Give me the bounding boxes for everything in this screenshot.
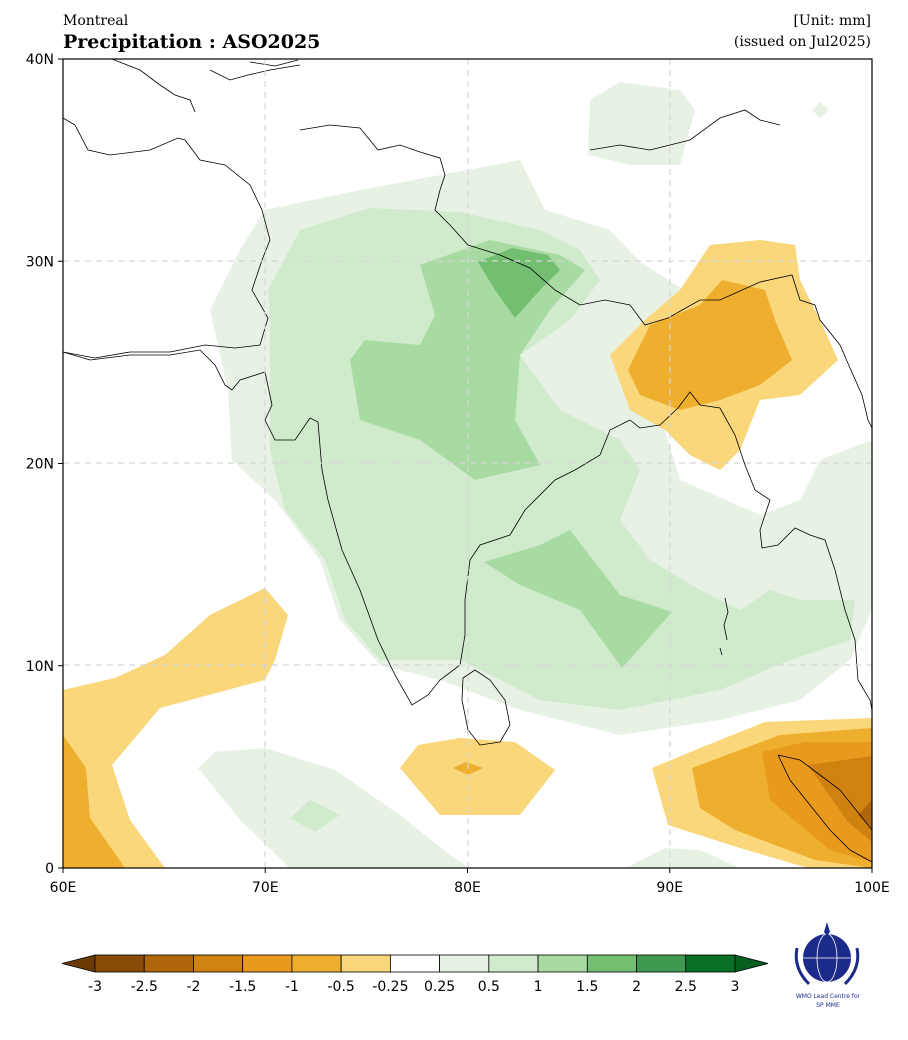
colorbar-label: -0.5 — [327, 979, 354, 995]
colorbar-swatch — [291, 954, 342, 973]
precip-shading — [63, 82, 872, 868]
y-axis: 0 10N 20N 30N 40N — [26, 52, 63, 877]
negative-area-05-srilanka — [400, 738, 555, 815]
colorbar-label: 0.5 — [478, 979, 500, 995]
colorbar-label: -3 — [88, 979, 102, 995]
colorbar-swatch — [685, 954, 736, 973]
colorbar-swatch — [636, 954, 687, 973]
colorbar-label: 1 — [534, 979, 543, 995]
coastline-sumatra — [777, 754, 872, 863]
wmo-logo-caption: WMO Lead Centre for SP MME — [782, 992, 874, 1010]
issued-label: (issued on Jul2025) — [733, 34, 871, 50]
map-title: Precipitation : ASO2025 — [63, 31, 321, 53]
negative-area-25-se — [858, 800, 872, 828]
positive-area-05 — [268, 208, 855, 710]
colorbar-label: -1.5 — [229, 979, 256, 995]
positive-area-1-bay — [484, 530, 672, 668]
coastline-srilanka — [461, 669, 511, 746]
y-tick-label: 0 — [45, 861, 54, 877]
coastline-bay-bengal-north — [629, 391, 872, 711]
colorbar-label: 2.5 — [675, 979, 697, 995]
colorbar-label: -0.25 — [372, 979, 408, 995]
wmo-caption-line1: WMO Lead Centre for — [795, 993, 861, 1000]
positive-area-15 — [478, 248, 560, 318]
negative-area-1-arabian — [63, 735, 125, 868]
border-china-north — [589, 109, 781, 151]
colorbar-label: 1.5 — [576, 979, 598, 995]
coastline-arabia-south — [63, 349, 233, 391]
colorbar-swatch — [537, 954, 588, 973]
y-tick-label: 30N — [26, 254, 54, 270]
colorbar-under-arrow — [61, 954, 96, 973]
colorbar-swatch — [389, 954, 441, 973]
coastline-northern — [111, 59, 872, 429]
positive-area-small-ne — [812, 102, 829, 118]
colorbar-label: 3 — [731, 979, 740, 995]
colorbar-swatch — [439, 954, 490, 973]
colorbar-label: -1 — [285, 979, 299, 995]
x-tick-label: 100E — [854, 880, 890, 896]
colorbar-swatch — [94, 954, 145, 973]
wmo-star — [824, 922, 830, 936]
y-tick-label: 40N — [26, 52, 54, 68]
colorbar: -3 -2.5 -2 -1.5 -1 -0.5 -0.25 0.25 0.5 1 1.5 2 2.5 3 — [61, 954, 769, 995]
coastline-arabia-persia — [63, 117, 271, 359]
colorbar-swatch — [143, 954, 194, 973]
x-tick-label: 70E — [252, 880, 279, 896]
wmo-laurel-right — [843, 947, 860, 986]
coastline-india-west — [231, 371, 631, 706]
colorbar-swatch — [340, 954, 391, 973]
positive-area-se — [625, 848, 740, 868]
wmo-logo — [794, 922, 860, 986]
colorbar-swatch — [242, 954, 293, 973]
colorbar-swatch — [193, 954, 244, 973]
positive-area-south — [198, 748, 470, 868]
colorbar-swatch — [488, 954, 539, 973]
coastline-andaman — [719, 597, 729, 656]
colorbar-label: 0.25 — [424, 979, 455, 995]
y-tick-label: 20N — [26, 457, 54, 473]
negative-area-05-arabian — [63, 588, 288, 868]
x-tick-label: 80E — [454, 880, 481, 896]
model-name: Montreal — [63, 13, 129, 29]
colorbar-over-arrow — [734, 954, 769, 973]
wmo-caption-line2: SP MME — [816, 1002, 840, 1009]
grid-lines — [63, 59, 872, 868]
colorbar-label: -2.5 — [131, 979, 158, 995]
x-tick-label: 90E — [656, 880, 683, 896]
colorbar-label: -2 — [186, 979, 200, 995]
positive-area-05-south — [290, 800, 340, 832]
x-tick-label: 60E — [50, 880, 77, 896]
wmo-laurel-left — [794, 947, 811, 986]
positive-area-north — [588, 82, 695, 165]
colorbar-label: 2 — [632, 979, 641, 995]
colorbar-swatch — [586, 954, 637, 973]
x-axis: 60E 70E 80E 90E 100E — [50, 868, 890, 896]
unit-label: [Unit: mm] — [793, 13, 871, 29]
y-tick-label: 10N — [26, 659, 54, 675]
coastlines — [63, 59, 872, 863]
negative-area-1-ne — [628, 280, 792, 410]
